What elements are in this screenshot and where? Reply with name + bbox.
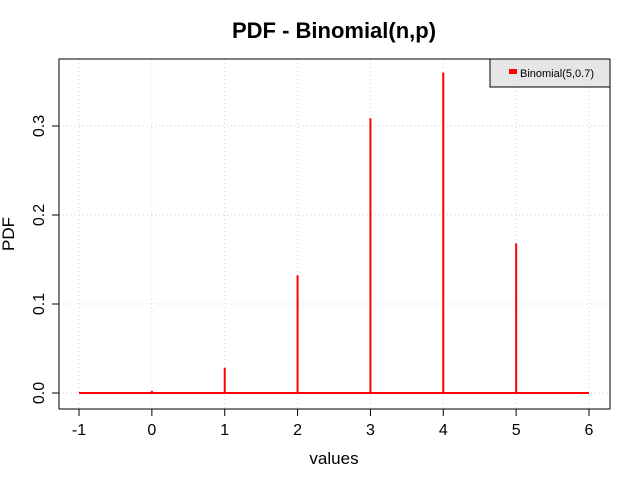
x-tick-label: 6 bbox=[585, 422, 594, 439]
legend: Binomial(5,0.7) bbox=[489, 58, 611, 88]
x-tick-label: 4 bbox=[439, 422, 448, 439]
x-tick-label: -1 bbox=[72, 422, 86, 439]
y-tick-label: 0.0 bbox=[31, 382, 48, 404]
data-bars bbox=[150, 72, 518, 393]
y-tick-label: 0.1 bbox=[31, 293, 48, 315]
y-tick-label: 0.3 bbox=[31, 115, 48, 137]
x-axis-label: values bbox=[309, 449, 358, 468]
y-axis: 0.0 0.1 0.2 0.3 bbox=[31, 115, 59, 404]
x-tick-label: 3 bbox=[366, 422, 375, 439]
legend-swatch bbox=[509, 69, 517, 74]
y-axis-label: PDF bbox=[0, 217, 18, 251]
x-axis: -1 0 1 2 3 4 5 6 bbox=[72, 409, 594, 439]
legend-entry: Binomial(5,0.7) bbox=[520, 68, 594, 80]
x-tick-label: 0 bbox=[147, 422, 156, 439]
chart-title: PDF - Binomial(n,p) bbox=[232, 18, 436, 43]
x-tick-label: 2 bbox=[293, 422, 302, 439]
x-tick-label: 5 bbox=[512, 422, 521, 439]
y-tick-label: 0.2 bbox=[31, 204, 48, 226]
x-tick-label: 1 bbox=[220, 422, 229, 439]
plot-frame bbox=[58, 58, 611, 410]
